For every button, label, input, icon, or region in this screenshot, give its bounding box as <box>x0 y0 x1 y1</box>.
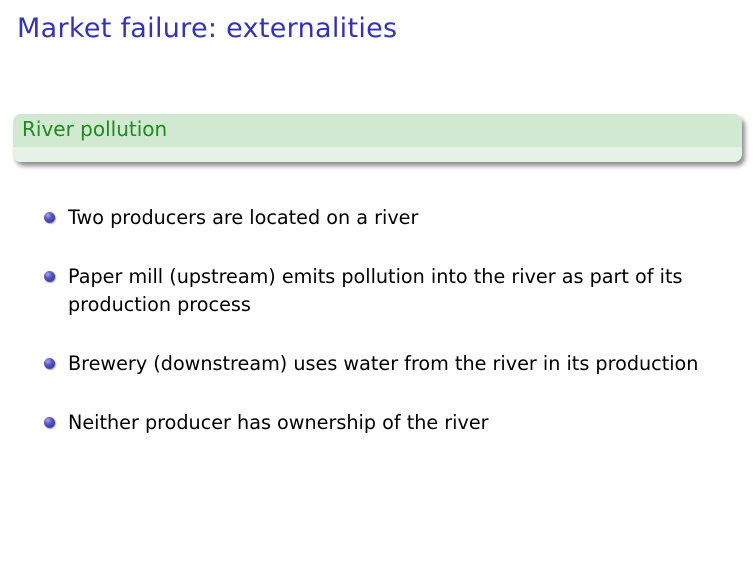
bullet-item: Paper mill (upstream) emits pollution in… <box>44 263 744 319</box>
slide-title: Market failure: externalities <box>17 13 398 44</box>
bullet-text: Paper mill (upstream) emits pollution in… <box>68 265 683 316</box>
bullet-icon <box>44 358 55 369</box>
bullet-icon <box>44 271 55 282</box>
bullet-item: Brewery (downstream) uses water from the… <box>44 350 744 378</box>
bullet-text: Neither producer has ownership of the ri… <box>68 411 489 434</box>
bullet-icon <box>44 417 55 428</box>
bullet-icon <box>44 212 55 223</box>
bullet-text: Two producers are located on a river <box>68 206 419 229</box>
bullet-list: Two producers are located on a river Pap… <box>44 204 744 468</box>
bullet-text: Brewery (downstream) uses water from the… <box>68 352 699 375</box>
bullet-item: Neither producer has ownership of the ri… <box>44 409 744 437</box>
block-river-pollution: River pollution <box>13 114 742 162</box>
bullet-item: Two producers are located on a river <box>44 204 744 232</box>
block-title: River pollution <box>22 117 168 141</box>
